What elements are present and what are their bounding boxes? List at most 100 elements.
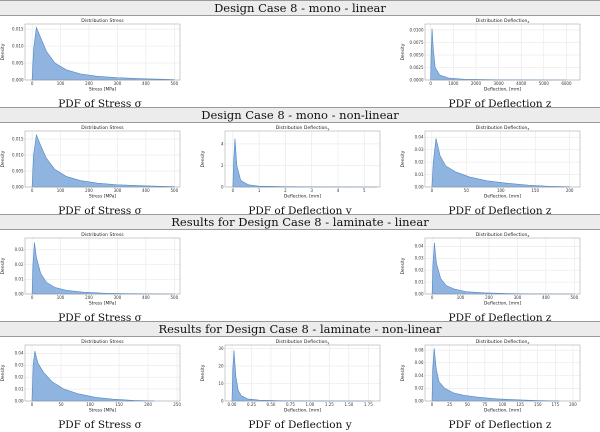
y-tick-label: 0 — [221, 398, 224, 403]
y-tick-label: 0.03 — [15, 247, 24, 252]
y-tick-label: 0.01 — [15, 386, 24, 391]
x-tick-label: 0 — [429, 81, 432, 86]
x-tick-label: 100 — [57, 81, 65, 86]
x-tick-label: 0.75 — [286, 402, 295, 407]
density-area — [31, 350, 155, 402]
plot-frame — [24, 344, 181, 402]
x-axis-label: Deflection, [mm] — [484, 87, 521, 93]
chart-title-subscript: z — [527, 127, 529, 131]
density-area — [431, 138, 570, 188]
x-tick-label: 2000 — [471, 81, 482, 86]
x-tick-label: 300 — [114, 81, 122, 86]
density-area — [31, 133, 175, 188]
x-axis-label: Deflection, [mm] — [484, 408, 521, 414]
x-tick-label: 0 — [431, 188, 434, 193]
x-tick-label: 5000 — [539, 81, 550, 86]
x-axis-label: Stress [MPa] — [89, 87, 117, 93]
x-tick-label: 1 — [258, 188, 261, 193]
x-tick-label: 400 — [142, 81, 150, 86]
x-tick-label: 0.25 — [247, 402, 256, 407]
x-tick-label: 100 — [499, 402, 507, 407]
plot-frame — [24, 23, 181, 81]
density-area — [431, 242, 575, 295]
x-tick-label: 175 — [552, 402, 560, 407]
panel-caption: PDF of Deflection z — [448, 419, 552, 431]
y-tick-label: 0.04 — [15, 351, 24, 356]
x-tick-label: 150 — [115, 402, 123, 407]
x-tick-label: 400 — [142, 295, 150, 300]
y-tick-label: 0.01 — [15, 277, 24, 282]
y-axis-label: Density — [400, 364, 406, 381]
y-tick-label: 0.000 — [12, 77, 24, 82]
y-tick-label: 0.010 — [12, 43, 24, 48]
density-area — [232, 138, 378, 188]
x-tick-label: 1.00 — [305, 402, 314, 407]
y-tick-label: 30 — [218, 346, 224, 351]
y-tick-label: 0.04 — [415, 244, 424, 249]
y-tick-label: 0.00 — [15, 398, 24, 403]
x-tick-label: 25 — [447, 402, 453, 407]
x-tick-label: 2 — [284, 188, 287, 193]
y-tick-label: 0.02 — [15, 262, 24, 267]
x-tick-label: 150 — [531, 188, 539, 193]
x-tick-label: 125 — [516, 402, 524, 407]
y-tick-label: 0.000 — [12, 184, 24, 189]
y-axis-label: Density — [400, 150, 406, 167]
x-tick-label: 100 — [86, 402, 94, 407]
x-tick-label: 200 — [566, 188, 574, 193]
y-tick-label: 0.0025 — [410, 65, 424, 70]
plot-frame — [424, 23, 581, 81]
y-tick-label: 0.0100 — [410, 27, 424, 32]
density-chart: Distribution Stress 0.00 0.01 0.02 0.03 0 100 2… — [0, 232, 181, 307]
y-tick-label: 0.00 — [415, 398, 424, 403]
plot-frame — [424, 237, 581, 295]
y-tick-label: 0.04 — [415, 135, 424, 140]
chart-title: Distribution Stress — [81, 232, 124, 238]
x-axis-label: Stress [MPa] — [89, 301, 117, 307]
y-tick-label: 4 — [221, 141, 224, 146]
x-tick-label: 0 — [431, 402, 434, 407]
x-tick-label: 0.50 — [267, 402, 276, 407]
chart-title-subscript: z — [527, 341, 529, 345]
x-tick-label: 0 — [431, 295, 434, 300]
y-tick-label: 0.02 — [415, 268, 424, 273]
density-chart: Distribution Deflectionz 0.00 0.02 0.04 0.06… — [400, 339, 581, 414]
x-tick-label: 100 — [457, 295, 465, 300]
section-title: Results for Design Case 8 - laminate - l… — [0, 214, 600, 230]
x-tick-label: 300 — [114, 295, 122, 300]
y-tick-label: 0.01 — [415, 279, 424, 284]
y-tick-label: 0.015 — [12, 136, 24, 141]
x-axis-label: Deflection, [mm] — [284, 408, 321, 414]
x-axis-label: Deflection, [mm] — [484, 194, 521, 200]
x-tick-label: 0 — [31, 295, 34, 300]
x-tick-label: 3 — [310, 188, 313, 193]
y-tick-label: 0.04 — [415, 373, 424, 378]
y-axis-label: Density — [400, 257, 406, 274]
section-title: Design Case 8 - mono - non-linear — [0, 107, 600, 123]
plot-frame — [224, 130, 381, 188]
chart-title: Distribution Stress — [81, 339, 124, 345]
y-tick-label: 0.010 — [12, 152, 24, 157]
x-tick-label: 50 — [464, 188, 470, 193]
x-tick-label: 6000 — [561, 81, 572, 86]
chart-title: Distribution Deflectionz — [476, 125, 530, 131]
x-tick-label: 200 — [144, 402, 152, 407]
y-tick-label: 0.015 — [12, 26, 24, 31]
y-tick-label: 0.0000 — [410, 77, 424, 82]
plot-frame — [424, 130, 581, 188]
x-tick-label: 100 — [497, 188, 505, 193]
x-tick-label: 500 — [570, 295, 578, 300]
x-axis-label: Stress [MPa] — [89, 408, 117, 414]
x-tick-label: 1.50 — [344, 402, 353, 407]
x-tick-label: 300 — [514, 295, 522, 300]
chart-title: Distribution Deflectionz — [476, 18, 530, 24]
y-tick-label: 0.02 — [415, 386, 424, 391]
chart-title: Distribution Stress — [81, 125, 124, 131]
chart-title-subscript: y — [327, 127, 329, 131]
y-tick-label: 0.005 — [12, 60, 24, 65]
y-tick-label: 0.03 — [415, 147, 424, 152]
x-tick-label: 0 — [31, 188, 34, 193]
x-tick-label: 4 — [337, 188, 340, 193]
x-tick-label: 400 — [142, 188, 150, 193]
chart-title: Distribution Deflectionz — [476, 339, 530, 345]
